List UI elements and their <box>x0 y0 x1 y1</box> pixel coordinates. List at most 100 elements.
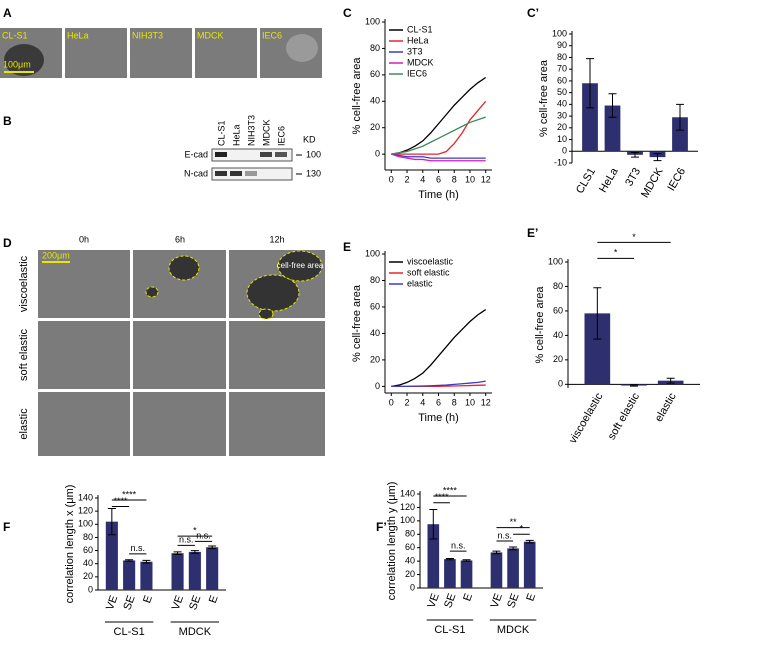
scale-label: 100μm <box>3 59 31 69</box>
error-bar <box>586 58 594 109</box>
micrograph <box>195 28 257 78</box>
kd-label: 100 <box>306 149 321 159</box>
bar <box>582 83 598 152</box>
series-line <box>391 76 487 155</box>
y-tick-label: 60 <box>405 542 415 552</box>
error-bar <box>125 559 134 562</box>
legend-label: viscoelastic <box>407 256 454 266</box>
y-tick-label: 120 <box>400 502 415 512</box>
micrograph <box>229 321 325 389</box>
x-tick-label: 12 <box>481 397 491 407</box>
error-bar <box>676 103 684 131</box>
y-tick-label: 100 <box>552 28 567 38</box>
x-tick-label: 10 <box>465 397 475 407</box>
band <box>215 171 227 176</box>
significance-label: n.s. <box>131 543 146 553</box>
y-axis-title: correlation length x (μm) <box>64 485 76 604</box>
y-tick-label: 60 <box>370 301 380 311</box>
x-tick-label: SE <box>442 592 458 610</box>
y-tick-label: 100 <box>365 248 380 258</box>
series-line <box>391 100 487 155</box>
error-bar <box>653 153 662 162</box>
x-tick-label: 0 <box>389 397 394 407</box>
bar <box>140 561 153 590</box>
y-axis-title: % cell-free area <box>538 59 550 137</box>
y-tick-label: 40 <box>370 328 380 338</box>
cell-free-region <box>145 286 159 298</box>
y-tick-label: 100 <box>548 256 563 266</box>
series-line <box>391 309 487 388</box>
bar <box>490 552 503 588</box>
y-tick-label: 70 <box>557 64 567 74</box>
panel-label: B <box>3 114 12 128</box>
y-tick-label: 20 <box>553 354 563 364</box>
significance-label: **** <box>443 485 458 495</box>
y-tick-label: 20 <box>557 122 567 132</box>
y-tick-label: 140 <box>78 492 93 502</box>
error-bar <box>429 508 438 540</box>
cell-free-region <box>168 255 200 281</box>
time-label: 12h <box>269 234 284 244</box>
x-tick-label: 2 <box>405 174 410 184</box>
bar <box>523 541 536 588</box>
y-tick-label: 10 <box>557 134 567 144</box>
x-tick-label: 0 <box>389 174 394 184</box>
y-tick-label: 80 <box>370 43 380 53</box>
micrograph <box>133 321 226 389</box>
significance-label: * <box>614 248 618 258</box>
y-tick-label: 0 <box>88 584 93 594</box>
x-tick-label: SE <box>187 594 203 612</box>
x-tick-label: soft elastic <box>606 391 643 442</box>
x-tick-label: VE <box>170 594 186 612</box>
legend-label: MDCK <box>407 57 434 67</box>
y-axis-title: % cell-free area <box>351 284 363 362</box>
y-tick-label: 40 <box>553 330 563 340</box>
x-tick-label: 4 <box>420 174 425 184</box>
significance-label: **** <box>435 492 450 502</box>
panel-label: F <box>3 520 10 534</box>
error-bar <box>525 539 534 544</box>
x-tick-label: VE <box>104 594 120 612</box>
panel-label: E <box>343 240 351 254</box>
condition-label: viscoelastic <box>18 255 30 312</box>
band <box>245 171 257 176</box>
bar <box>427 524 440 588</box>
scale-label: 200μm <box>42 250 70 260</box>
error-bar <box>173 551 182 556</box>
time-label: 0h <box>79 234 89 244</box>
error-bar <box>190 550 199 554</box>
y-tick-label: 0 <box>375 381 380 391</box>
micrograph <box>65 28 127 78</box>
y-tick-label: 20 <box>370 122 380 132</box>
panel-label: E’ <box>527 226 538 240</box>
x-tick-label: IEC6 <box>665 166 688 193</box>
bar <box>206 547 219 590</box>
panel-label: D <box>3 236 12 250</box>
y-tick-label: 20 <box>83 571 93 581</box>
cell-line-label: HeLa <box>67 30 89 40</box>
bar <box>123 560 136 590</box>
x-tick-label: VE <box>426 592 442 610</box>
lane-label: HeLa <box>231 124 241 146</box>
panel-label: A <box>3 6 12 20</box>
cell-line-label: CL-S1 <box>2 30 28 40</box>
y-tick-label: 0 <box>410 582 415 592</box>
legend-label: CL-S1 <box>407 24 433 34</box>
kd-label: 130 <box>306 168 321 178</box>
error-bar <box>208 545 217 550</box>
y-tick-label: 0 <box>375 149 380 159</box>
error-bar <box>462 559 471 562</box>
bar <box>672 117 688 152</box>
cell-line-label: NIH3T3 <box>132 30 163 40</box>
y-axis-title: correlation length y (μm) <box>386 482 398 601</box>
significance-label: ** <box>510 517 518 527</box>
protein-label: E-cad <box>184 149 208 159</box>
error-bar <box>666 377 675 384</box>
panel-b: CL-S1 HeLa NIH3T3 MDCK IEC6 KD E-cad N-c… <box>184 115 321 181</box>
protein-label: N-cad <box>184 168 208 178</box>
error-bar <box>509 546 518 551</box>
y-tick-label: 50 <box>557 87 567 97</box>
error-bar <box>608 93 617 118</box>
y-tick-label: 40 <box>370 96 380 106</box>
cell-free-region <box>258 308 274 320</box>
